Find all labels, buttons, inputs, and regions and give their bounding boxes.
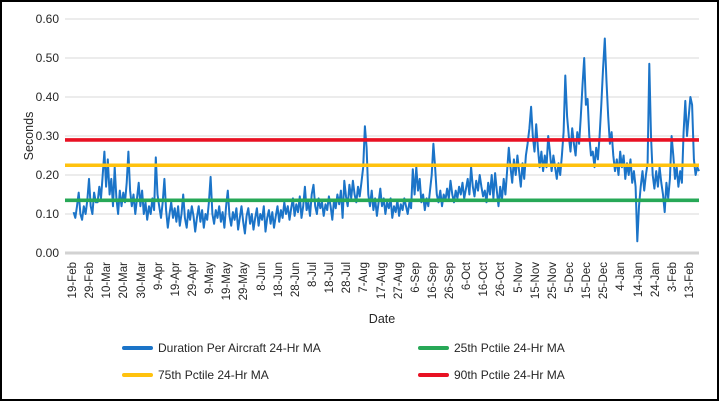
x-tick-label: 28-Jun (289, 262, 302, 298)
x-tick-label: 10-Mar (101, 262, 114, 299)
x-tick-label: 8-Jul (306, 262, 319, 287)
x-tick-label: 13-Feb (683, 262, 696, 299)
x-tick-label: 28-Jul (341, 262, 354, 294)
x-tick-label: 25-Nov (546, 262, 559, 300)
x-tick-label: 27-Aug (392, 262, 405, 300)
x-tick-label: 5-Nov (512, 262, 525, 293)
x-tick-label: 4-Jan (615, 262, 628, 291)
x-tick-label: 19-Apr (169, 262, 182, 297)
y-tick-label: 0.60 (35, 12, 59, 26)
x-axis-title: Date (368, 312, 396, 326)
x-tick-label: 9-May (204, 262, 217, 294)
x-tick-label: 6-Sep (409, 262, 422, 293)
legend-label: 25th Pctile 24-Hr MA (454, 341, 565, 355)
x-tick-label: 24-Jan (649, 262, 662, 298)
x-tick-label: 15-Nov (529, 262, 542, 300)
x-tick-label: 3-Feb (666, 262, 679, 293)
x-tick-label: 18-Jun (272, 262, 285, 298)
x-tick-label: 6-Oct (461, 262, 474, 291)
y-tick-label: 0.10 (35, 207, 59, 221)
x-tick-label: 16-Sep (426, 262, 439, 300)
x-tick-label: 14-Jan (632, 262, 645, 298)
x-tick-label: 25-Dec (598, 262, 611, 300)
legend-item: 25th Pctile 24-Hr MA (418, 340, 565, 356)
x-tick-label: 29-Feb (84, 262, 97, 299)
x-tick-label: 30-Mar (135, 262, 148, 299)
y-tick-label: 0.00 (35, 246, 59, 260)
legend-item: 90th Pctile 24-Hr MA (418, 367, 565, 383)
x-tick-label: 15-Dec (581, 262, 594, 300)
x-tick-label: 5-Dec (563, 262, 576, 293)
legend-line-marker (418, 373, 449, 377)
x-tick-label: 9-Apr (152, 262, 165, 291)
legend-line-marker (122, 346, 153, 350)
y-tick-label: 0.20 (35, 168, 59, 182)
x-tick-label: 26-Oct (495, 262, 508, 297)
x-tick-label: 19-Feb (67, 262, 80, 299)
x-tick-label: 7-Aug (358, 262, 371, 293)
y-tick-label: 0.50 (35, 51, 59, 65)
y-tick-label: 0.30 (35, 129, 59, 143)
legend-label: 90th Pctile 24-Hr MA (454, 368, 565, 382)
x-tick-label: 16-Oct (478, 262, 491, 297)
x-tick-label: 26-Sep (444, 262, 457, 300)
x-tick-label: 18-Jul (324, 262, 337, 294)
legend-item: 75th Pctile 24-Hr MA (122, 367, 269, 383)
legend-label: 75th Pctile 24-Hr MA (158, 368, 269, 382)
plot-area (65, 18, 700, 255)
legend-line-marker (418, 346, 449, 350)
y-tick-label: 0.40 (35, 90, 59, 104)
legend-item: Duration Per Aircraft 24-Hr MA (122, 340, 321, 356)
legend-label: Duration Per Aircraft 24-Hr MA (158, 341, 321, 355)
x-tick-label: 19-May (221, 262, 234, 301)
x-tick-label: 20-Mar (118, 262, 131, 299)
legend-line-marker (122, 373, 153, 377)
x-tick-label: 29-May (238, 262, 251, 301)
x-tick-label: 29-Apr (187, 262, 199, 297)
x-tick-label: 17-Aug (375, 262, 388, 300)
x-tick-label: 8-Jun (255, 262, 268, 291)
